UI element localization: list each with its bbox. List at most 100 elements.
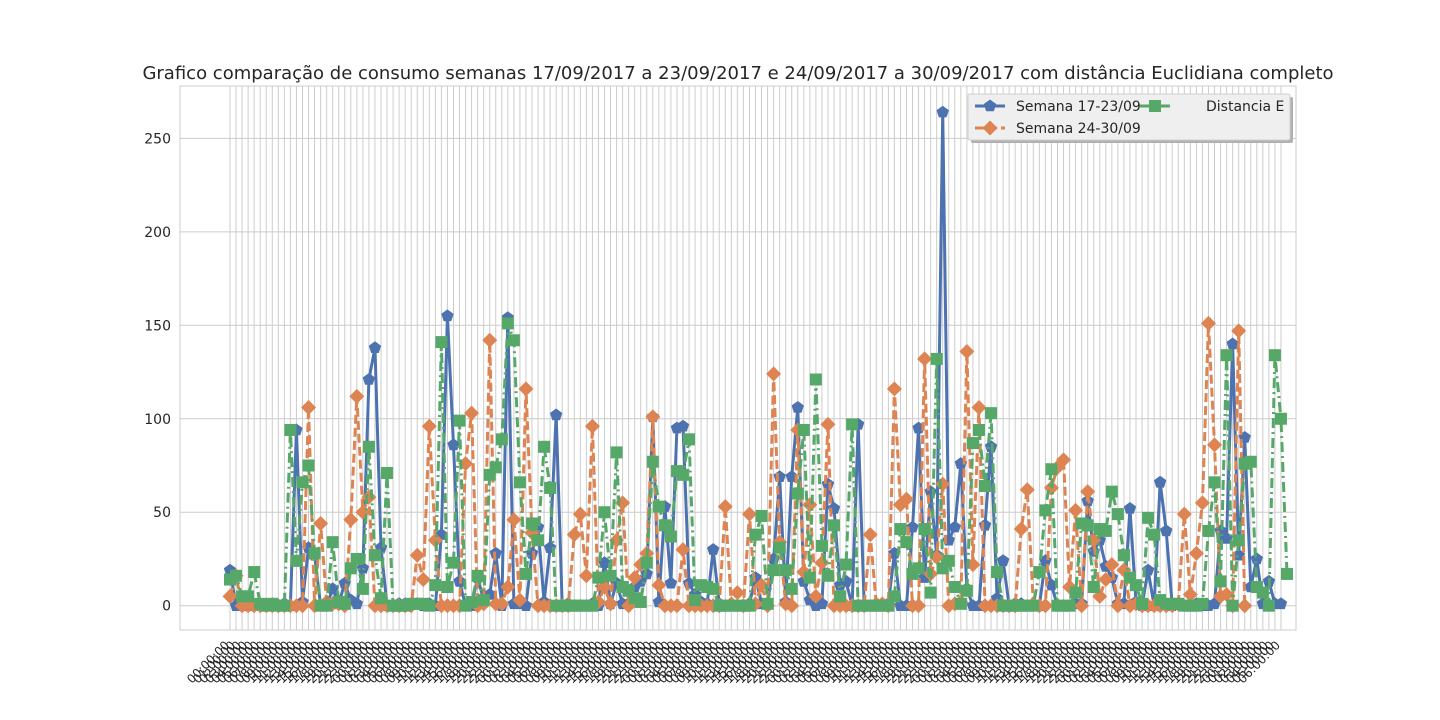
data-point [898,491,914,507]
data-point [222,588,238,604]
data-point [784,598,800,614]
data-point [808,588,824,604]
data-point [349,388,365,404]
data-point [477,594,490,607]
data-point [1099,524,1112,537]
data-point [494,596,510,612]
data-point [538,440,551,453]
data-point [308,547,321,560]
data-point [779,564,792,577]
data-point [755,509,768,522]
y-tick-label: 100 [144,412,171,428]
data-point [1232,534,1245,547]
legend: Semana 17-23/09 Semana 24-30/09 Distancia … [967,93,1293,143]
data-point [501,317,514,330]
y-tick-labels: 0 50 100 150 200 250 [144,131,171,614]
data-point [519,567,532,580]
data-point [982,120,998,136]
data-point [846,418,859,431]
data-point [888,590,901,603]
data-point [586,599,599,612]
y-tick-label: 50 [153,505,171,521]
data-point [447,556,460,569]
data-point [912,562,925,575]
data-point [664,530,677,543]
data-point [717,499,733,515]
data-point [284,423,297,436]
data-point [1274,597,1288,610]
legend-label: Distancia E [1206,99,1284,115]
data-point [948,520,961,533]
data-point [1105,485,1118,498]
data-point [1196,597,1209,610]
data-point [1220,349,1233,362]
data-point [1033,566,1046,579]
data-point [1142,511,1155,524]
data-point [441,309,454,322]
data-point [356,582,369,595]
data-point [302,459,315,472]
data-point [729,585,745,601]
data-point [918,523,931,536]
data-point [242,590,255,603]
data-point [592,571,605,584]
data-point [506,512,522,528]
legend-box [967,93,1291,141]
data-point [924,586,937,599]
data-point [453,414,466,427]
data-point [1104,557,1120,573]
data-point [1148,528,1161,541]
data-point [550,408,563,421]
data-point [809,373,822,386]
data-point [294,598,310,614]
data-point [707,582,720,595]
data-point [532,534,545,547]
data-point [1019,482,1035,498]
data-point [1123,502,1137,514]
data-point [894,523,907,536]
data-point [1068,502,1084,518]
y-tick-label: 0 [162,599,171,615]
data-point [803,571,816,584]
data-point [584,418,600,434]
data-point [1182,586,1198,602]
data-point [471,569,484,582]
data-point [482,332,498,348]
data-point [1231,323,1247,339]
data-point [1281,567,1293,580]
data-point [791,401,804,413]
data-point [1080,484,1096,500]
data-point [343,512,359,528]
data-point [1219,586,1235,602]
data-point [344,562,357,575]
data-point [1037,598,1053,614]
data-point [1081,519,1094,532]
data-point [797,423,810,436]
chart-title: Grafico comparação de consumo semanas 17… [142,63,1333,84]
data-point [646,455,659,468]
data-point [604,569,617,582]
data-point [645,409,661,425]
data-point [773,541,786,554]
data-point [936,105,949,118]
data-point [1087,581,1100,594]
data-point [840,558,853,571]
data-point [350,597,363,610]
legend-entry: Semana 24-30/09 [975,120,1141,137]
data-point [683,433,696,446]
data-point [821,569,834,582]
data-point [658,519,671,532]
data-point [1063,599,1076,612]
data-point [598,506,611,519]
data-point [421,418,437,434]
data-point [942,554,955,567]
data-point [248,566,261,579]
data-point [230,569,243,582]
data-point [1188,545,1204,561]
data-point [423,599,436,612]
data-point [911,598,927,614]
data-point [513,476,526,489]
data-point [1214,575,1227,588]
data-point [1226,337,1239,350]
